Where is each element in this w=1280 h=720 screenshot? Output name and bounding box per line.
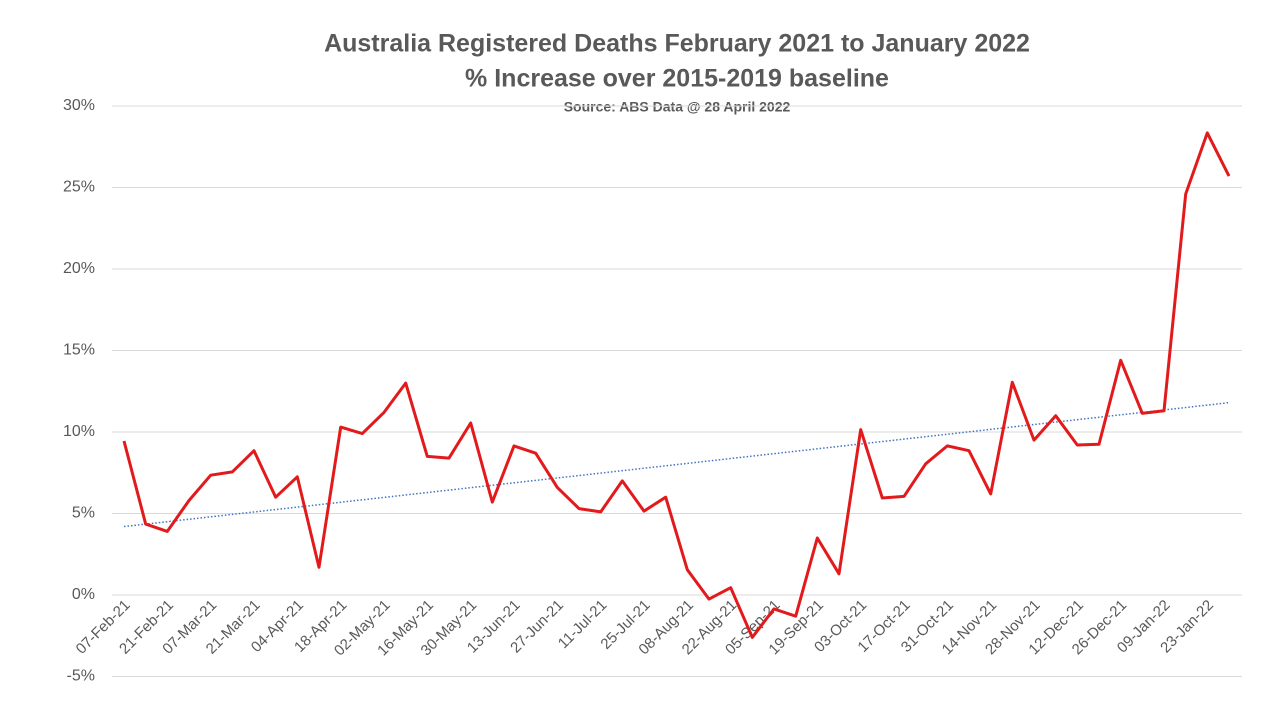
chart-title: Australia Registered Deaths February 202… xyxy=(324,30,1030,58)
y-tick-label: 0% xyxy=(72,586,95,603)
y-tick-label: 25% xyxy=(63,179,95,196)
y-tick-label: 15% xyxy=(63,342,95,359)
y-tick-label: 10% xyxy=(63,423,95,440)
data-line xyxy=(122,131,1231,639)
trendline xyxy=(123,401,1230,528)
y-tick-label: 30% xyxy=(63,97,95,114)
y-tick-label: -5% xyxy=(67,668,95,685)
y-tick-label: 5% xyxy=(72,505,95,522)
source-note: Source: ABS Data @ 28 April 2022 xyxy=(564,99,791,115)
y-tick-label: 20% xyxy=(63,260,95,277)
chart-subtitle: % Increase over 2015-2019 baseline xyxy=(465,65,889,93)
